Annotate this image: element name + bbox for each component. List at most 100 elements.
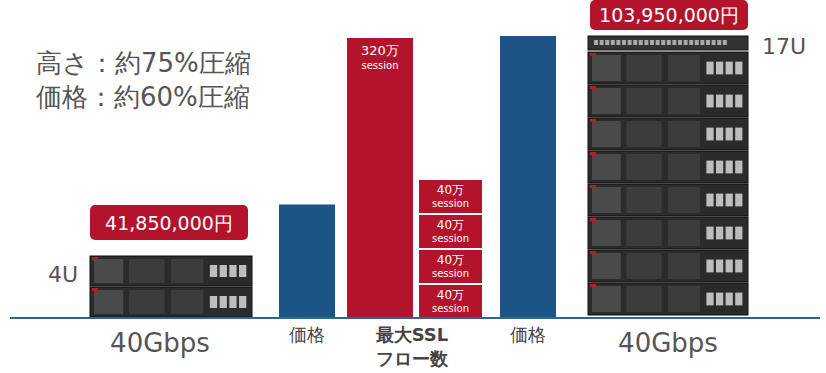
port [210,296,217,308]
chassis [588,283,748,315]
module [171,290,203,314]
port [210,265,217,277]
module [626,88,661,114]
port [735,128,742,141]
module [668,220,700,246]
port [239,296,246,308]
price-label-box [90,205,248,240]
port [716,62,723,75]
switch-port [684,40,688,45]
port [735,293,742,306]
module [668,154,700,180]
port [726,260,733,273]
psu [592,220,621,246]
led [590,119,596,122]
module [171,259,203,283]
switch-port [656,40,660,45]
ssl-value-label: 320万 [361,43,399,58]
psu [592,121,621,147]
switch-port [639,40,643,45]
module [668,286,700,312]
switch-port [706,40,710,45]
switch-port [605,40,609,45]
switch-port [600,40,604,45]
port [716,128,723,141]
switch-port [644,40,648,45]
module [668,121,700,147]
rack-height: 4U [48,262,78,287]
device-small [90,256,252,317]
switch-port [695,40,699,45]
switch-port [712,40,716,45]
port [220,265,227,277]
switch-port [622,40,626,45]
port [239,265,246,277]
baseline [10,317,820,319]
port [726,62,733,75]
category-label: 価格 [289,324,325,345]
led [590,86,596,89]
port [735,161,742,174]
module [626,220,661,246]
ssl-unit: session [361,60,398,71]
led [590,185,596,188]
port [716,260,723,273]
port [716,95,723,108]
chassis [588,250,748,282]
ssl-unit: session [432,233,469,244]
port [706,260,713,273]
switch-port [700,40,704,45]
module [626,154,661,180]
ssl-bar [347,38,413,318]
ssl-bar [419,250,482,283]
module [129,259,165,283]
annotation: 価格：約60%圧縮 [36,82,250,112]
led [590,218,596,221]
psu [592,187,621,213]
port [716,161,723,174]
price-label: 103,950,000円 [599,4,739,26]
port [706,128,713,141]
port [735,62,742,75]
device-large [588,36,748,315]
ssl-unit: session [432,198,469,209]
port [229,296,236,308]
port [726,194,733,207]
category-label: フロー数 [376,348,449,369]
category-label: 価格 [510,324,546,345]
psu [592,55,621,81]
led [590,251,596,254]
ssl-value-label: 40万 [437,288,464,302]
chart: 高さ：約75%圧縮価格：約60%圧縮41,850,000円103,950,000… [0,0,826,373]
port [735,227,742,240]
switch-port [616,40,620,45]
port [706,62,713,75]
port [220,296,227,308]
chassis [588,85,748,117]
ssl-bar [419,180,482,213]
led [590,152,596,155]
category-label: 最大SSL [375,324,449,345]
chassis [588,184,748,216]
throughput: 40Gbps [618,328,718,358]
port [716,293,723,306]
port [706,161,713,174]
switch-port [661,40,665,45]
port [726,227,733,240]
port [735,260,742,273]
port [726,293,733,306]
psu [94,259,123,283]
chassis [90,287,252,317]
marks [279,36,556,318]
chassis [588,151,748,183]
labels: 価格価格320万session40万session40万session40万se… [289,43,546,369]
switch-port [611,40,615,45]
port [716,194,723,207]
price-bar [500,36,556,318]
switch-port [633,40,637,45]
switch-port [723,40,727,45]
chassis [588,118,748,150]
ssl-unit: session [432,303,469,314]
port [726,128,733,141]
ssl-bar [419,215,482,248]
